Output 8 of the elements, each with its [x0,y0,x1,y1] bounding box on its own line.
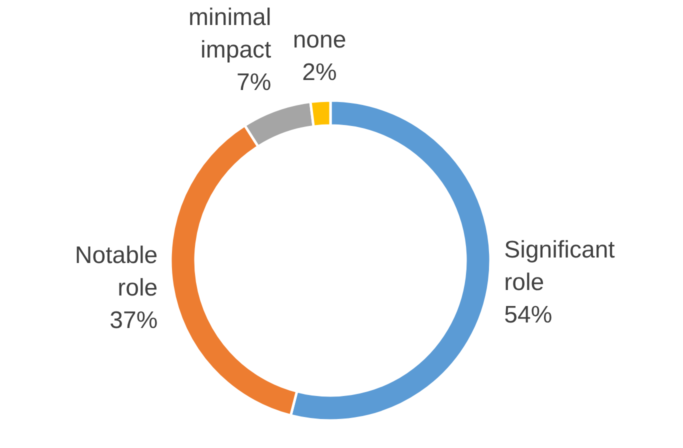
data-label: 54% [504,301,552,328]
slice-label: Notable role [74,242,158,302]
slice-label: none [292,26,346,54]
data-label: 37% [110,306,158,334]
data-label: 7% [236,68,272,96]
data-label: 2% [302,58,337,86]
slice-label: Significant role [504,236,616,296]
slice-label: minimal impact [188,4,272,64]
